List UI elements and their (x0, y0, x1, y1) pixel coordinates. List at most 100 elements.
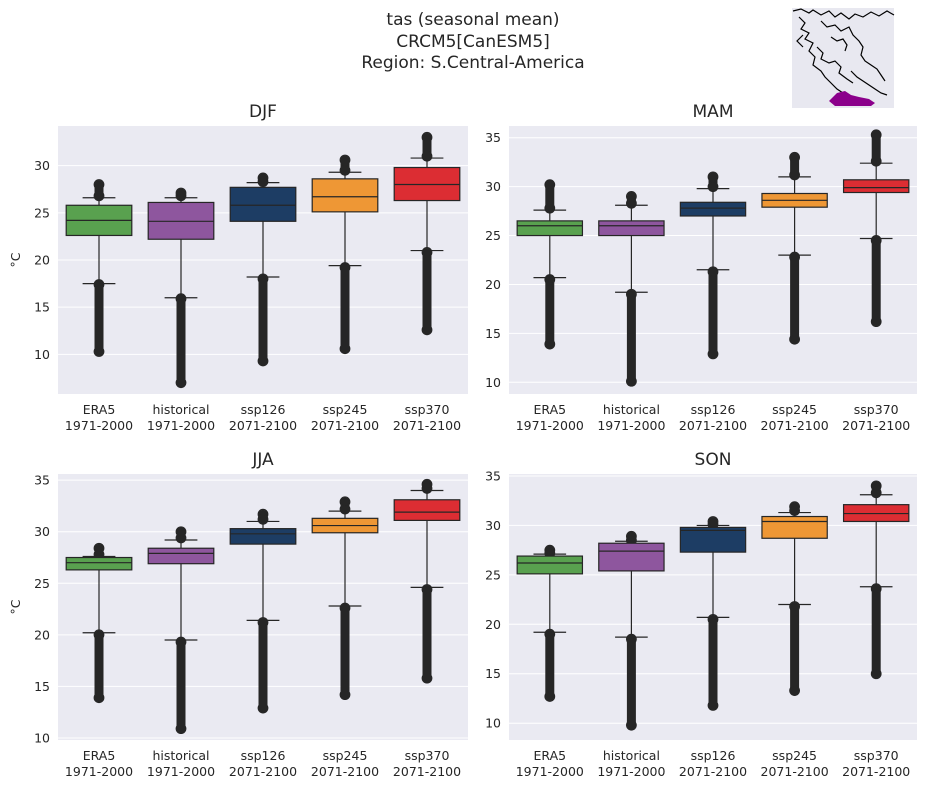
outliers-low-end (626, 633, 637, 645)
box-ssp245 (311, 496, 379, 701)
y-tick-label: 20 (485, 617, 501, 632)
y-tick-label: 20 (485, 277, 501, 292)
outliers-high-end (707, 516, 719, 527)
outliers-high-end (257, 513, 269, 525)
x-tick-label-period: 2071-2100 (761, 764, 829, 779)
panel-title: JJA (251, 450, 274, 470)
box-iqr (516, 555, 584, 575)
outliers-low-end (626, 375, 637, 387)
outliers-high-end (870, 487, 882, 499)
panel-son: 101520253035SONERA51971-2000historical19… (485, 450, 917, 779)
box-ssp370 (842, 129, 910, 328)
map-background (792, 8, 894, 108)
x-tick-label: historical (152, 402, 209, 417)
box-iqr (679, 526, 747, 553)
panel-djf: 1015202530DJF°CERA51971-2000historical19… (8, 102, 468, 433)
box-historical (598, 191, 665, 387)
x-tick-label: ssp126 (241, 748, 286, 763)
panel-title: MAM (693, 102, 734, 122)
x-tick-label: historical (603, 748, 660, 763)
outliers-high-end (421, 478, 433, 490)
box-ssp370 (393, 478, 461, 684)
x-tick-label: ERA5 (534, 402, 567, 417)
x-tick-label: ERA5 (83, 402, 116, 417)
outliers-low-end (789, 685, 800, 696)
coastline-outline (792, 8, 895, 100)
y-tick-label: 10 (34, 730, 50, 745)
x-tick-label-period: 2071-2100 (679, 764, 747, 779)
outliers-high-end (870, 129, 882, 141)
x-tick-label-period: 1971-2000 (516, 764, 584, 779)
outliers-high-end (789, 501, 800, 513)
y-tick-label: 35 (485, 468, 501, 483)
x-tick-label: ssp245 (323, 402, 368, 417)
x-tick-label-period: 2071-2100 (761, 418, 829, 433)
box-iqr (229, 528, 297, 545)
box-iqr (147, 547, 215, 565)
box-iqr (598, 542, 665, 572)
outliers-high-end (93, 542, 105, 554)
y-tick-label: 30 (485, 518, 501, 533)
y-axis-label: °C (8, 599, 23, 614)
box-iqr (393, 499, 461, 521)
outliers-high-end (870, 480, 882, 492)
box-iqr (65, 556, 133, 571)
y-tick-label: 10 (485, 716, 501, 731)
outliers-low-end (421, 324, 433, 336)
box-iqr (679, 201, 747, 217)
y-tick-label: 20 (34, 253, 50, 268)
outliers-low-end (870, 316, 882, 328)
box-ssp126 (229, 508, 297, 714)
outliers-low-end (339, 602, 351, 614)
outliers-high-end (626, 197, 637, 209)
y-axis-label: °C (8, 252, 23, 267)
x-tick-label-period: 1971-2000 (597, 418, 665, 433)
outliers-high-end (626, 530, 637, 542)
x-tick-label: ssp245 (323, 748, 368, 763)
outliers-low-end (257, 273, 269, 285)
x-tick-label-period: 2071-2100 (393, 764, 461, 779)
y-tick-label: 35 (34, 473, 50, 488)
outliers-high-end (789, 169, 800, 181)
outliers-low-end (421, 584, 433, 595)
outliers-high-end (339, 154, 351, 166)
outliers-high-end (421, 131, 433, 143)
title-model: CRCM5[CanESM5] (396, 31, 550, 52)
outliers-low-end (175, 293, 187, 305)
y-tick-label: 20 (34, 627, 50, 642)
x-tick-label-period: 2071-2100 (842, 764, 910, 779)
x-tick-label-period: 1971-2000 (147, 418, 215, 433)
outliers-low-end (626, 288, 637, 300)
y-tick-label: 10 (34, 347, 50, 362)
outliers-low-end (544, 691, 556, 702)
outliers-high-end (175, 187, 187, 199)
box-ERA5 (65, 179, 133, 357)
outliers-low-end (339, 262, 351, 273)
outliers-low-end (707, 348, 719, 360)
outliers-high-end (257, 176, 269, 188)
panel-jja: 101520253035JJA°CERA51971-2000historical… (8, 450, 468, 779)
box-iqr (311, 178, 379, 213)
x-tick-label: ERA5 (83, 748, 116, 763)
x-tick-label-period: 2071-2100 (393, 418, 461, 433)
x-tick-label: ssp245 (772, 748, 817, 763)
outliers-high-end (93, 179, 105, 190)
outliers-low-end (339, 689, 351, 701)
y-tick-label: 15 (34, 679, 50, 694)
outliers-low-end (175, 377, 187, 389)
outliers-high-end (789, 505, 800, 516)
box-ssp126 (229, 172, 297, 367)
box-ssp245 (761, 501, 828, 696)
outliers-low-end (707, 699, 719, 711)
y-tick-label: 30 (34, 524, 50, 539)
outliers-high-end (544, 202, 556, 214)
box-ssp370 (842, 480, 910, 680)
outliers-low-end (93, 279, 105, 290)
outliers-low-end (257, 617, 269, 628)
y-tick-label: 25 (485, 228, 501, 243)
box-ssp370 (393, 131, 461, 336)
x-tick-label-period: 2071-2100 (679, 418, 747, 433)
outliers-high-end (339, 496, 351, 508)
box-historical (598, 530, 665, 731)
x-tick-label-period: 2071-2100 (229, 764, 297, 779)
